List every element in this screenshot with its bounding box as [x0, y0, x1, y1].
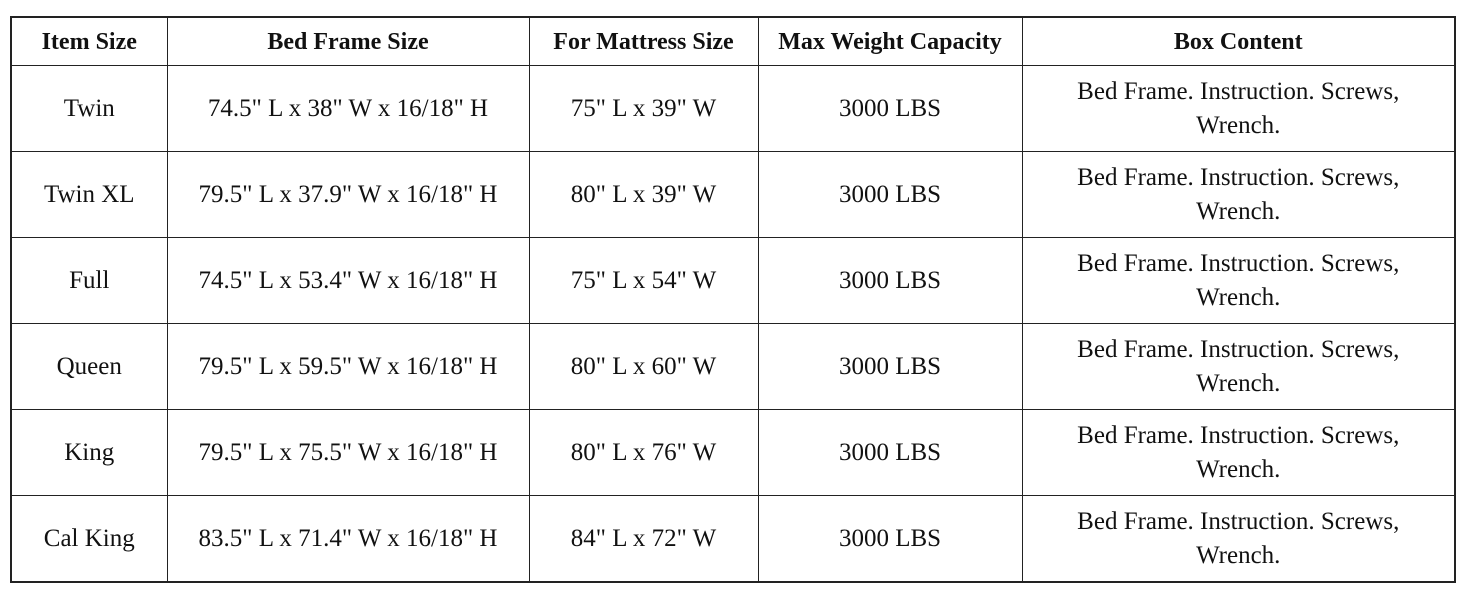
- table-row: Twin XL 79.5" L x 37.9" W x 16/18" H 80" L…: [10, 151, 1456, 238]
- size-table: Item Size Bed Frame Size For Mattress Size…: [10, 16, 1456, 583]
- table-cell: Full: [10, 237, 168, 324]
- table-cell: 80" L x 39" W: [528, 151, 759, 238]
- table-row: Full 74.5" L x 53.4" W x 16/18" H 75" L x …: [10, 237, 1456, 324]
- table-cell: 3000 LBS: [757, 409, 1023, 496]
- header-cell: Item Size: [10, 16, 168, 66]
- table-row: King 79.5" L x 75.5" W x 16/18" H 80" L x …: [10, 409, 1456, 496]
- table-row: Queen 79.5" L x 59.5" W x 16/18" H 80" L x…: [10, 323, 1456, 410]
- table-cell: 3000 LBS: [757, 151, 1023, 238]
- table-cell: 80" L x 76" W: [528, 409, 759, 496]
- table-cell: Bed Frame. Instruction. Screws, Wrench.: [1021, 495, 1456, 583]
- table-cell: Bed Frame. Instruction. Screws, Wrench.: [1021, 65, 1456, 152]
- header-cell: For Mattress Size: [528, 16, 759, 66]
- header-cell: Box Content: [1021, 16, 1456, 66]
- table-cell: Twin XL: [10, 151, 168, 238]
- table-body: Twin 74.5" L x 38" W x 16/18" H 75" L x 39…: [10, 65, 1456, 583]
- table-cell: 79.5" L x 75.5" W x 16/18" H: [166, 409, 530, 496]
- header-cell: Max Weight Capacity: [757, 16, 1023, 66]
- table-cell: 3000 LBS: [757, 65, 1023, 152]
- header-cell: Bed Frame Size: [166, 16, 530, 66]
- table-cell: Cal King: [10, 495, 168, 583]
- header-row: Item Size Bed Frame Size For Mattress Size…: [10, 16, 1456, 66]
- table-row: Cal King 83.5" L x 71.4" W x 16/18" H 84" …: [10, 495, 1456, 583]
- table-cell: 79.5" L x 37.9" W x 16/18" H: [166, 151, 530, 238]
- table-cell: 74.5" L x 53.4" W x 16/18" H: [166, 237, 530, 324]
- table-cell: 75" L x 54" W: [528, 237, 759, 324]
- table-cell: 74.5" L x 38" W x 16/18" H: [166, 65, 530, 152]
- table-cell: 75" L x 39" W: [528, 65, 759, 152]
- table-cell: 3000 LBS: [757, 323, 1023, 410]
- table-cell: 83.5" L x 71.4" W x 16/18" H: [166, 495, 530, 583]
- table-cell: Bed Frame. Instruction. Screws, Wrench.: [1021, 237, 1456, 324]
- table-cell: 84" L x 72" W: [528, 495, 759, 583]
- table-row: Twin 74.5" L x 38" W x 16/18" H 75" L x 39…: [10, 65, 1456, 152]
- table-cell: Bed Frame. Instruction. Screws, Wrench.: [1021, 323, 1456, 410]
- table-cell: Bed Frame. Instruction. Screws, Wrench.: [1021, 409, 1456, 496]
- table-cell: King: [10, 409, 168, 496]
- table-cell: 3000 LBS: [757, 495, 1023, 583]
- table-cell: 79.5" L x 59.5" W x 16/18" H: [166, 323, 530, 410]
- table-cell: Queen: [10, 323, 168, 410]
- table-cell: Bed Frame. Instruction. Screws, Wrench.: [1021, 151, 1456, 238]
- table-cell: 3000 LBS: [757, 237, 1023, 324]
- table-cell: 80" L x 60" W: [528, 323, 759, 410]
- table-cell: Twin: [10, 65, 168, 152]
